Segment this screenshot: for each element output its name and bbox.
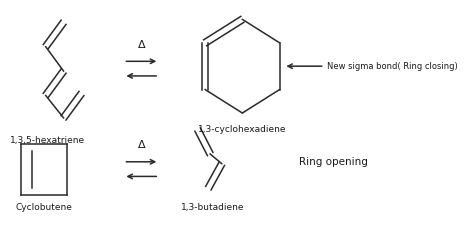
Text: New sigma bond( Ring closing): New sigma bond( Ring closing) (327, 62, 458, 71)
Text: Cyclobutene: Cyclobutene (16, 203, 73, 212)
Text: Δ: Δ (137, 140, 145, 150)
Text: 1,3-cyclohexadiene: 1,3-cyclohexadiene (198, 125, 287, 134)
Text: 1,3,5-hexatriene: 1,3,5-hexatriene (10, 136, 85, 146)
Text: Δ: Δ (137, 39, 145, 50)
Text: 1,3-butadiene: 1,3-butadiene (181, 203, 245, 212)
Text: Ring opening: Ring opening (299, 157, 368, 167)
